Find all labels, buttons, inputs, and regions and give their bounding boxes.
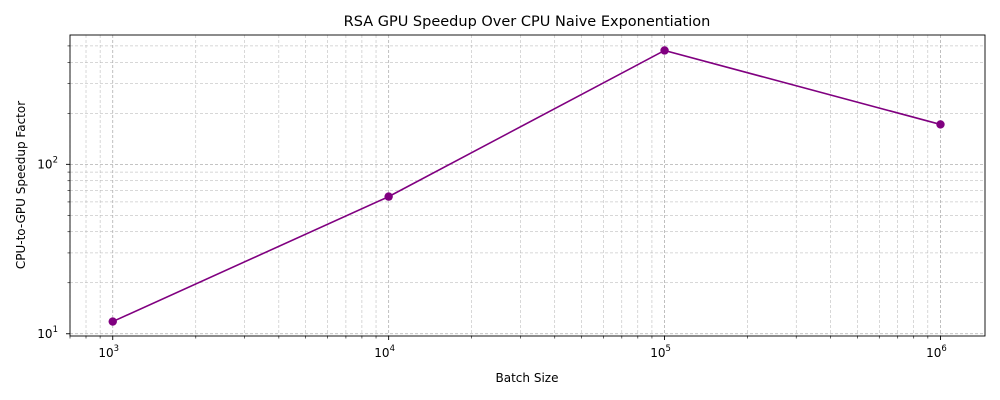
data-point bbox=[936, 120, 945, 129]
series-layer bbox=[108, 46, 945, 326]
series-line bbox=[112, 49, 941, 323]
x-tick-label: 105 bbox=[650, 344, 671, 360]
y-tick-label: 102 bbox=[37, 155, 58, 171]
y-axis-label: CPU-to-GPU Speedup Factor bbox=[14, 101, 28, 269]
data-point bbox=[384, 192, 393, 201]
plot-area-frame bbox=[69, 34, 986, 337]
data-point bbox=[660, 46, 669, 55]
y-tick-label: 101 bbox=[37, 325, 58, 341]
x-tick-label: 104 bbox=[374, 344, 395, 360]
chart-title: RSA GPU Speedup Over CPU Naive Exponenti… bbox=[344, 14, 711, 30]
data-point bbox=[108, 317, 117, 326]
x-axis-ticks: 103 104 105 106 bbox=[69, 336, 947, 360]
grid bbox=[69, 35, 985, 336]
x-axis-label: Batch Size bbox=[496, 371, 559, 385]
x-tick-label: 106 bbox=[926, 344, 947, 360]
x-tick-label: 103 bbox=[98, 344, 119, 360]
y-axis-ticks: 101 102 bbox=[37, 45, 70, 341]
axes bbox=[69, 34, 986, 337]
